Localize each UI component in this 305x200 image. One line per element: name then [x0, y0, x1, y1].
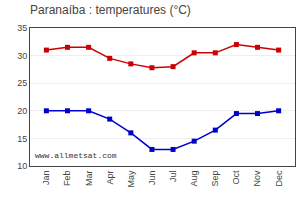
svg-text:Jun: Jun [147, 171, 157, 186]
svg-text:Jan: Jan [41, 171, 51, 186]
svg-text:10: 10 [17, 161, 27, 171]
svg-text:30: 30 [17, 51, 27, 61]
svg-text:Dec: Dec [274, 170, 284, 187]
svg-text:Nov: Nov [252, 170, 262, 187]
svg-text:Feb: Feb [62, 171, 72, 187]
svg-text:Oct: Oct [231, 170, 241, 185]
svg-text:Sep: Sep [210, 171, 220, 187]
svg-text:Aug: Aug [189, 171, 199, 187]
svg-text:25: 25 [17, 78, 27, 88]
svg-text:Mar: Mar [84, 171, 94, 187]
svg-text:15: 15 [17, 134, 27, 144]
svg-text:May: May [126, 170, 136, 188]
svg-text:Apr: Apr [105, 171, 115, 185]
svg-text:35: 35 [17, 23, 27, 33]
svg-text:Paranaíba : temperatures (°C): Paranaíba : temperatures (°C) [30, 3, 191, 17]
svg-text:Jul: Jul [168, 171, 178, 183]
svg-text:www.allmetsat.com: www.allmetsat.com [35, 151, 117, 160]
svg-text:20: 20 [17, 106, 27, 116]
